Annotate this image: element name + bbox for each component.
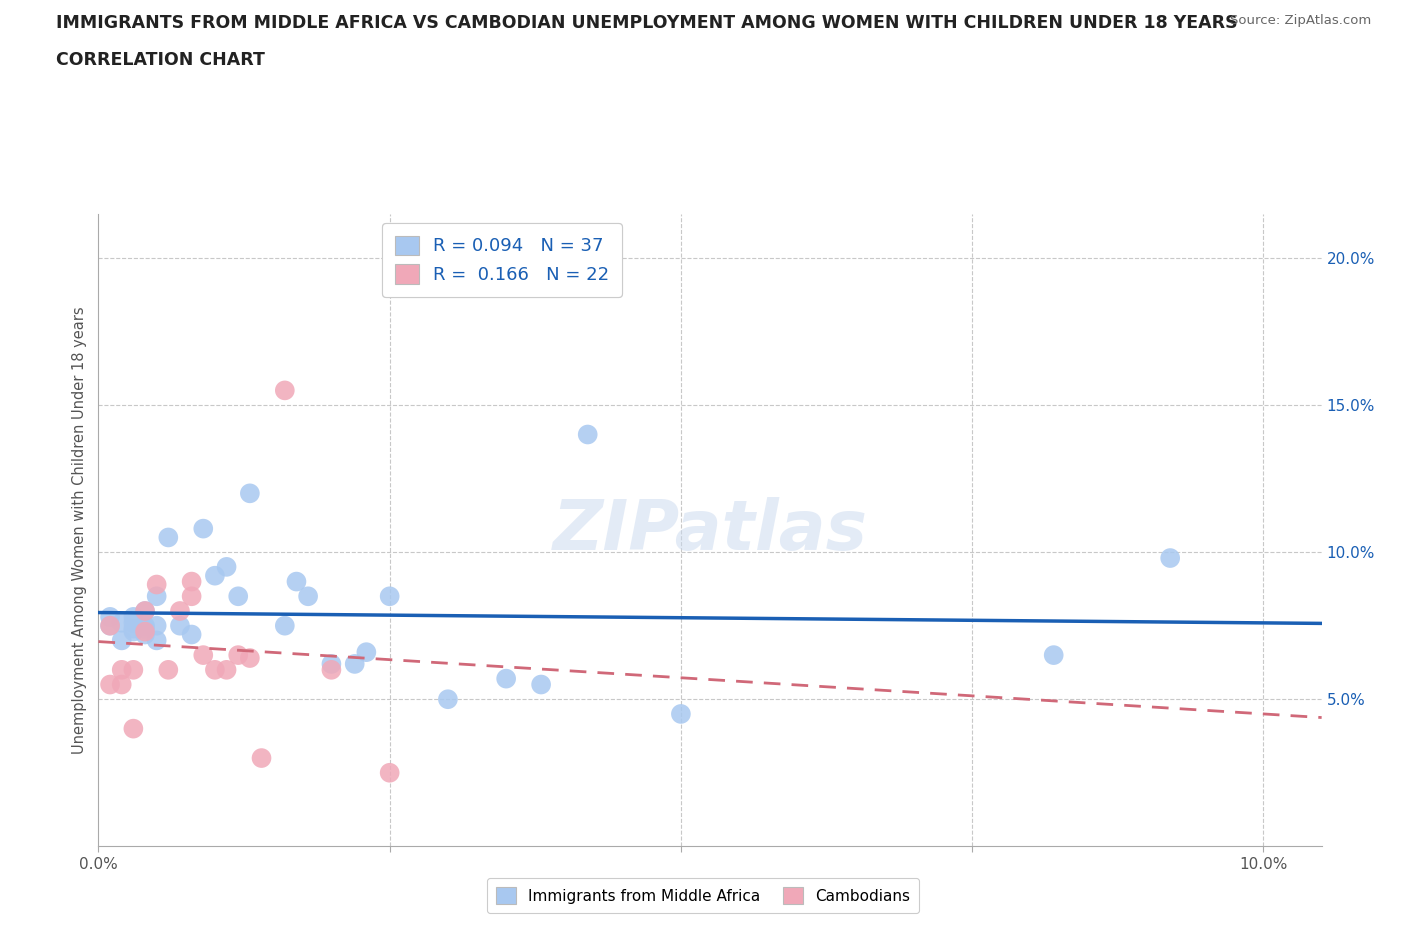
Point [122, 621, 145, 636]
Point [378, 765, 401, 780]
Point [250, 751, 273, 765]
Point [576, 427, 599, 442]
Point [239, 651, 262, 666]
Point [530, 677, 553, 692]
Point [180, 574, 202, 589]
Point [157, 530, 180, 545]
Point [495, 671, 517, 686]
Point [274, 618, 297, 633]
Point [669, 707, 692, 722]
Point [134, 604, 156, 618]
Point [122, 721, 145, 736]
Point [134, 618, 156, 633]
Point [98, 609, 121, 624]
Point [111, 633, 134, 648]
Point [226, 589, 249, 604]
Point [145, 578, 167, 592]
Point [193, 647, 215, 662]
Point [437, 692, 460, 707]
Point [98, 677, 121, 692]
Point [134, 624, 156, 639]
Point [215, 560, 238, 575]
Point [134, 604, 156, 618]
Point [356, 644, 378, 659]
Point [122, 624, 145, 639]
Point [321, 657, 343, 671]
Text: CORRELATION CHART: CORRELATION CHART [56, 51, 266, 69]
Point [145, 618, 167, 633]
Point [111, 616, 134, 631]
Point [285, 574, 308, 589]
Point [111, 662, 134, 677]
Legend: Immigrants from Middle Africa, Cambodians: Immigrants from Middle Africa, Cambodian… [486, 878, 920, 913]
Point [122, 662, 145, 677]
Point [226, 647, 249, 662]
Point [378, 589, 401, 604]
Point [98, 618, 121, 633]
Y-axis label: Unemployment Among Women with Children Under 18 years: Unemployment Among Women with Children U… [72, 306, 87, 754]
Point [145, 633, 167, 648]
Point [145, 589, 167, 604]
Point [111, 677, 134, 692]
Point [204, 662, 226, 677]
Point [122, 616, 145, 631]
Point [98, 618, 121, 633]
Point [1042, 647, 1064, 662]
Point [274, 383, 297, 398]
Text: ZIPatlas: ZIPatlas [553, 497, 868, 564]
Point [169, 618, 191, 633]
Point [122, 609, 145, 624]
Point [239, 485, 262, 500]
Point [321, 662, 343, 677]
Point [134, 627, 156, 642]
Point [204, 568, 226, 583]
Point [157, 662, 180, 677]
Point [343, 657, 366, 671]
Legend: R = 0.094   N = 37, R =  0.166   N = 22: R = 0.094 N = 37, R = 0.166 N = 22 [382, 223, 621, 297]
Point [193, 521, 215, 536]
Point [169, 604, 191, 618]
Point [215, 662, 238, 677]
Point [1159, 551, 1181, 565]
Text: Source: ZipAtlas.com: Source: ZipAtlas.com [1230, 14, 1371, 27]
Point [297, 589, 319, 604]
Point [180, 589, 202, 604]
Point [134, 621, 156, 636]
Text: IMMIGRANTS FROM MIDDLE AFRICA VS CAMBODIAN UNEMPLOYMENT AMONG WOMEN WITH CHILDRE: IMMIGRANTS FROM MIDDLE AFRICA VS CAMBODI… [56, 14, 1237, 32]
Point [180, 627, 202, 642]
